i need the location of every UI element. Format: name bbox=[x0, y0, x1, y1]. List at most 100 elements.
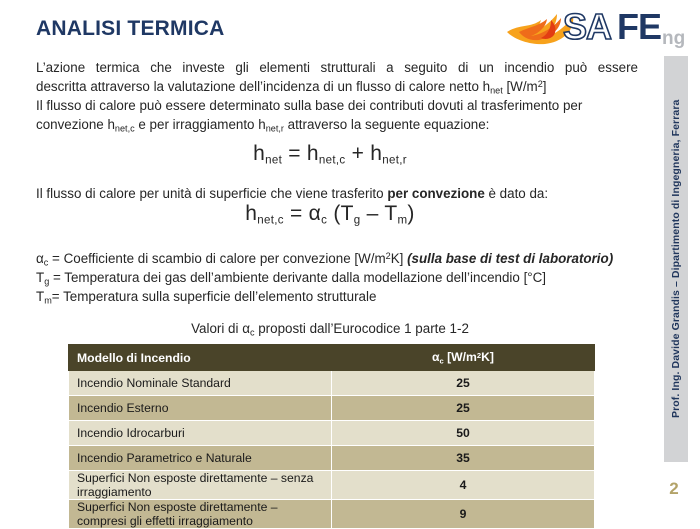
page-number: 2 bbox=[669, 479, 679, 498]
table-caption-sub: c bbox=[249, 327, 255, 338]
table-cell-value: 35 bbox=[331, 445, 595, 471]
table-head: Modello di Incendio αc [W/m2K] bbox=[68, 344, 595, 371]
def0-symbol-sub: c bbox=[43, 257, 49, 268]
p1l2-sup: 2 bbox=[537, 78, 543, 89]
table-caption: Valori di αc proposti dall’Eurocodice 1 … bbox=[0, 321, 660, 338]
f2-sub2: c bbox=[321, 214, 328, 227]
p3-bold: per convezione bbox=[387, 186, 485, 201]
paragraph-1: L’azione termica che investe gli element… bbox=[36, 58, 638, 98]
paragraph-1-line-2: descritta attraverso la valutazione dell… bbox=[36, 77, 638, 97]
def2-symbol: T bbox=[36, 289, 45, 304]
paragraph-1-line-1-text: L’azione termica che investe gli element… bbox=[36, 60, 638, 75]
logo-text-sa: SA bbox=[563, 6, 612, 47]
table-cell-model: Incendio Esterno bbox=[68, 395, 332, 421]
p2l2-c: attraverso la seguente equazione: bbox=[283, 117, 490, 133]
paragraph-2: Il flusso di calore può essere determina… bbox=[36, 96, 638, 136]
p2l2-sub1: net,c bbox=[114, 123, 135, 134]
definition-tm-line: Tm= Temperatura sulla superficie dell’el… bbox=[36, 287, 638, 307]
def0-sup: 2 bbox=[385, 250, 391, 261]
table-row: Incendio Idrocarburi 50 bbox=[68, 420, 595, 446]
def2-symbol-sub: m bbox=[44, 295, 52, 306]
safeng-logo: SA FE ng bbox=[505, 2, 690, 50]
table-cell-value: 50 bbox=[331, 420, 595, 446]
def0-text-after: K] bbox=[390, 251, 408, 266]
table-header-model: Modello di Incendio bbox=[68, 344, 332, 371]
hdr-c: K] bbox=[481, 349, 494, 364]
def1-symbol: T bbox=[36, 270, 45, 285]
flame-icon bbox=[507, 14, 574, 45]
table-header-row: Modello di Incendio αc [W/m2K] bbox=[68, 344, 595, 371]
f1-sub3: net,r bbox=[382, 154, 407, 167]
table-row: Incendio Nominale Standard 25 bbox=[68, 370, 595, 396]
paragraph-1-line-1: L’azione termica che investe gli element… bbox=[36, 58, 638, 77]
paragraph-2-line-2: convezione hnet,c e per irraggiamento hn… bbox=[36, 115, 638, 135]
f2-sub1: net,c bbox=[257, 214, 284, 227]
def0-note: (sulla base di test di laboratorio) bbox=[407, 251, 614, 266]
p2l2-a: convezione h bbox=[36, 117, 115, 133]
def1-symbol-sub: g bbox=[44, 276, 50, 287]
table-cell-value: 4 bbox=[331, 470, 595, 500]
f2-sub3: g bbox=[353, 214, 361, 227]
table-cell-value: 25 bbox=[331, 395, 595, 421]
p1l2-b: [W/m bbox=[502, 79, 538, 95]
definition-alpha-line: αc = Coefficiente di scambio di calore p… bbox=[36, 249, 638, 269]
f2-sub4: m bbox=[397, 214, 408, 227]
paragraph-3: Il flusso di calore per unità di superfi… bbox=[36, 184, 638, 203]
f1-sub2: net,c bbox=[318, 154, 346, 167]
definition-tg-line: Tg = Temperatura dei gas dell’ambiente d… bbox=[36, 268, 638, 288]
hdr-sup: 2 bbox=[476, 350, 482, 360]
table-cell-model: Incendio Parametrico e Naturale bbox=[68, 445, 332, 471]
definition-alpha: αc = Coefficiente di scambio di calore p… bbox=[36, 249, 638, 269]
p3-b: è dato da: bbox=[484, 186, 549, 201]
p1l2-a: descritta attraverso la valutazione dell… bbox=[36, 79, 491, 95]
f2-close: ) bbox=[407, 202, 415, 225]
f1-eq: = h bbox=[282, 142, 319, 165]
alpha-c-values-table: Modello di Incendio αc [W/m2K] Incendio … bbox=[68, 344, 595, 529]
table-row: Superfici Non esposte direttamente – com… bbox=[68, 499, 595, 529]
table-cell-model: Superfici Non esposte direttamente – com… bbox=[68, 499, 332, 529]
p3-a: Il flusso di calore per unità di superfi… bbox=[36, 186, 388, 201]
p1l2-sub: net bbox=[490, 85, 503, 96]
table-row: Incendio Esterno 25 bbox=[68, 395, 595, 421]
table-cell-model: Superfici Non esposte direttamente – sen… bbox=[68, 470, 332, 500]
p2l2-b: e per irraggiamento h bbox=[134, 117, 266, 133]
paragraph-2-line-1: Il flusso di calore può essere determina… bbox=[36, 96, 638, 115]
table-caption-a: Valori di α bbox=[191, 321, 250, 336]
f2-h: h bbox=[245, 202, 258, 225]
hdr-b: [W/m bbox=[443, 349, 477, 364]
table-cell-value: 9 bbox=[331, 499, 595, 529]
formula-hnet: hnet = hnet,c + hnet,r bbox=[0, 142, 660, 166]
p1l2-c: ] bbox=[542, 79, 547, 95]
hdr-a: α bbox=[432, 349, 440, 364]
table-cell-model: Incendio Nominale Standard bbox=[68, 370, 332, 396]
def1-text: = Temperatura dei gas dell’ambiente deri… bbox=[49, 270, 547, 285]
table-caption-b: proposti dall’Eurocodice 1 parte 1-2 bbox=[254, 321, 469, 336]
page-title: ANALISI TERMICA bbox=[36, 17, 225, 40]
p2l2-sub2: net,r bbox=[265, 123, 284, 134]
table-row: Superfici Non esposte direttamente – sen… bbox=[68, 470, 595, 500]
f1-sub1: net bbox=[265, 154, 283, 167]
f2-open: (T bbox=[327, 202, 354, 225]
f1-plus: + h bbox=[345, 142, 383, 165]
table-cell-value: 25 bbox=[331, 370, 595, 396]
f1-h: h bbox=[253, 142, 266, 165]
definition-tm: Tm= Temperatura sulla superficie dell’el… bbox=[36, 287, 638, 307]
sidebar-author-label: Prof. Ing. Davide Grandis – Dipartimento… bbox=[670, 99, 682, 419]
f2-minus: – T bbox=[360, 202, 398, 225]
formula-hnetc: hnet,c = αc (Tg – Tm) bbox=[0, 202, 660, 226]
table-cell-model: Incendio Idrocarburi bbox=[68, 420, 332, 446]
logo-text-fe: FE bbox=[617, 6, 661, 47]
table-row: Incendio Parametrico e Naturale 35 bbox=[68, 445, 595, 471]
paragraph-3-line: Il flusso di calore per unità di superfi… bbox=[36, 184, 638, 203]
def2-text: = Temperatura sulla superficie dell’elem… bbox=[51, 289, 377, 304]
table-header-alpha-c: αc [W/m2K] bbox=[331, 344, 595, 371]
hdr-sub: c bbox=[439, 356, 444, 366]
sidebar-bar bbox=[664, 56, 688, 462]
f2-eq: = α bbox=[283, 202, 322, 225]
table-body: Incendio Nominale Standard 25 Incendio E… bbox=[68, 370, 595, 529]
def0-symbol: α bbox=[36, 251, 44, 266]
def0-text: = Coefficiente di scambio di calore per … bbox=[48, 251, 386, 266]
logo-text-ng: ng bbox=[662, 28, 685, 49]
definition-tg: Tg = Temperatura dei gas dell’ambiente d… bbox=[36, 268, 638, 288]
